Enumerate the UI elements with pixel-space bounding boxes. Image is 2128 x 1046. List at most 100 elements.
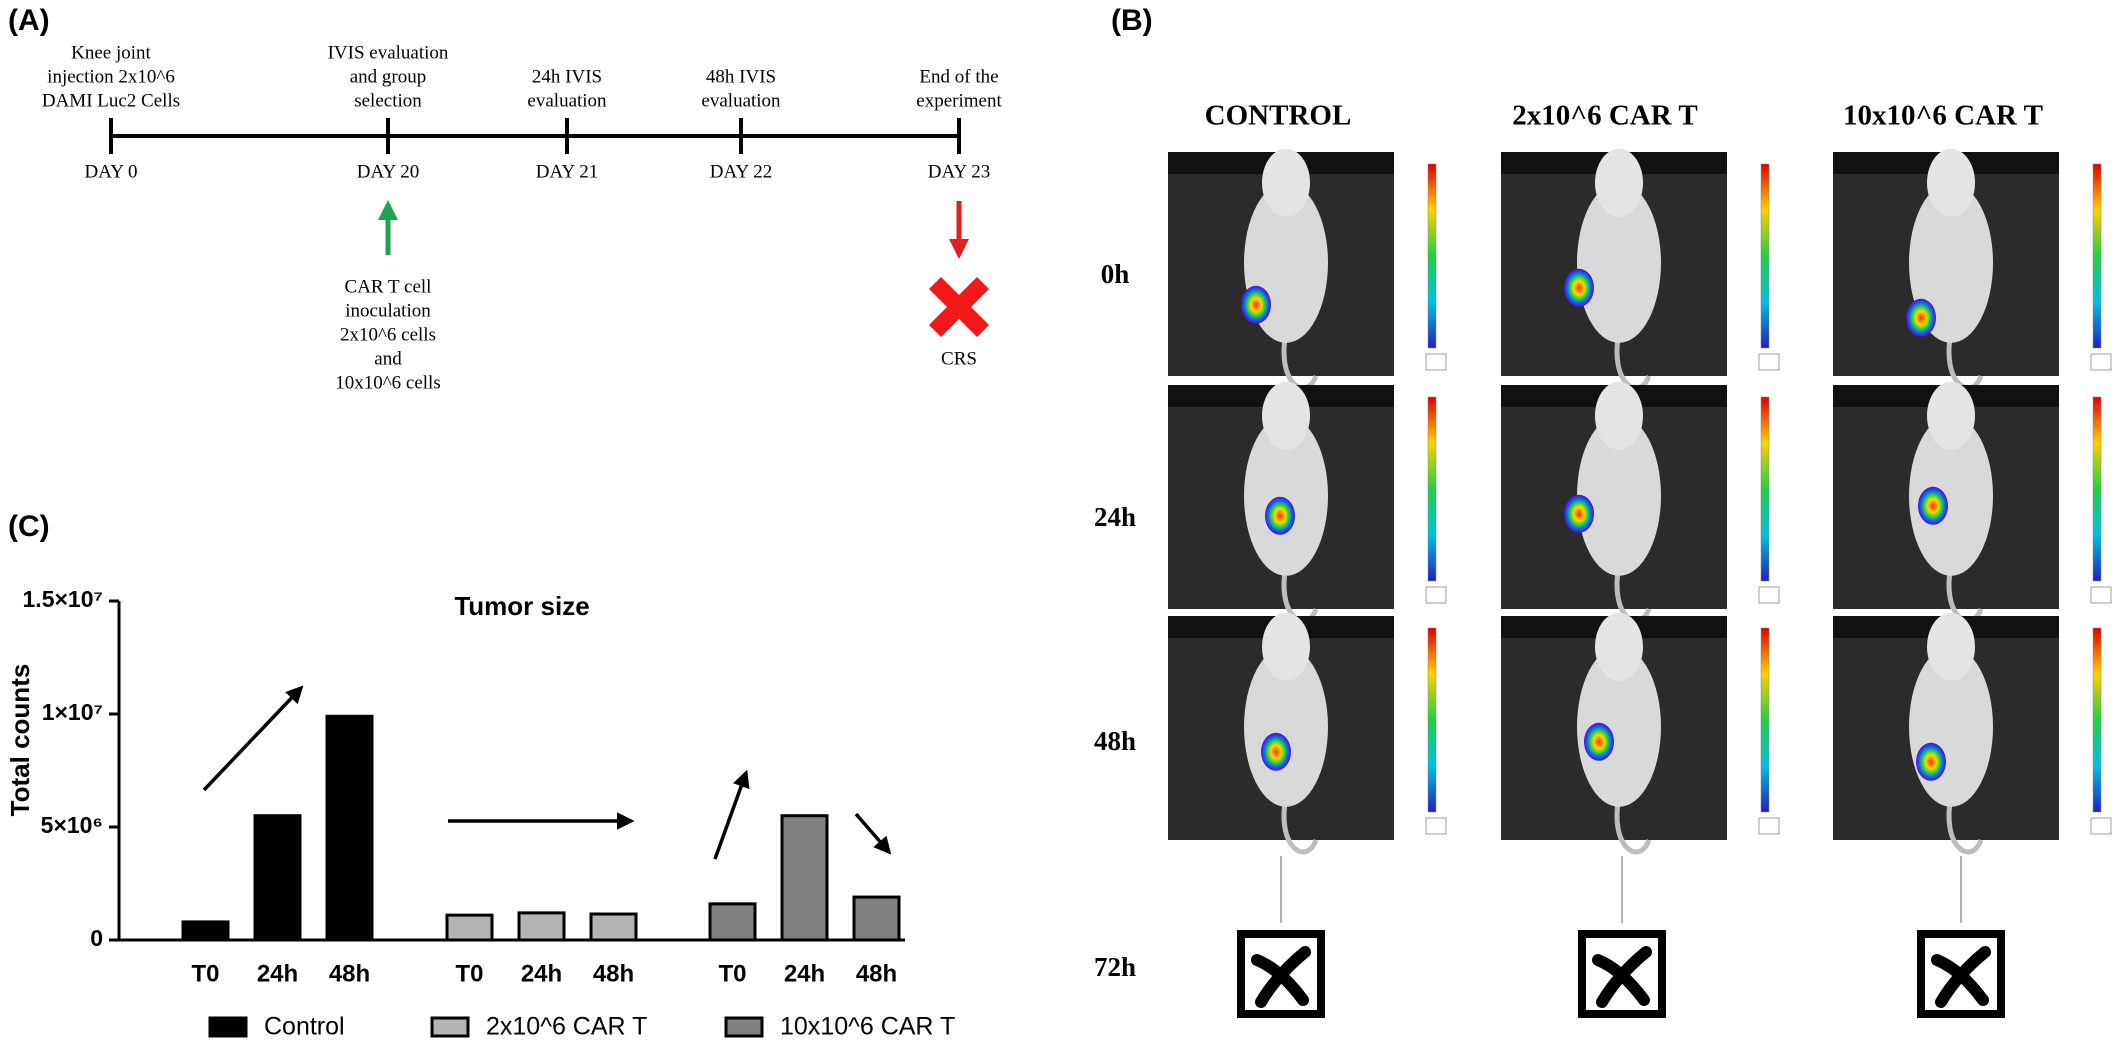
- luminescence: [1584, 722, 1614, 761]
- y-tick-label: 1.5×10⁷: [23, 586, 103, 612]
- event-label: selection: [354, 90, 422, 111]
- death-cross: [1251, 946, 1311, 1008]
- x-tick-label: T0: [455, 960, 483, 987]
- luminescence: [1564, 494, 1594, 533]
- day-label: DAY 22: [710, 161, 772, 182]
- mouse-head: [1595, 148, 1643, 217]
- ivis-image: [1833, 148, 2112, 391]
- legend-swatch: [430, 1016, 470, 1038]
- color-scale: [1760, 163, 1770, 349]
- inoculation-label: 10x10^6 cells: [335, 372, 440, 393]
- mouse-tail: [1946, 332, 1984, 391]
- day-label: DAY 0: [85, 161, 138, 182]
- mouse-head: [1262, 148, 1310, 217]
- bar: [445, 913, 494, 942]
- color-scale: [1427, 627, 1437, 813]
- scale-box: [1758, 353, 1780, 371]
- bar: [517, 911, 566, 942]
- x-tick-label: 48h: [856, 960, 897, 987]
- scale-box: [1425, 353, 1447, 371]
- column-header: 2x10^6 CAR T: [1512, 100, 1698, 132]
- scale-box: [1758, 586, 1780, 604]
- column-header: CONTROL: [1205, 100, 1352, 132]
- y-tick-label: 0: [90, 925, 103, 951]
- event-label: and group: [350, 66, 427, 87]
- color-scale: [1427, 396, 1437, 582]
- legend-swatch: [208, 1016, 248, 1038]
- row-label: 72h: [1094, 952, 1136, 982]
- color-scale: [2092, 396, 2102, 582]
- x-tick-label: 24h: [521, 960, 562, 987]
- y-tick-label: 1×10⁷: [42, 699, 103, 725]
- y-tick-label: 5×10⁶: [41, 812, 103, 838]
- x-tick-label: 48h: [329, 960, 370, 987]
- scale-box: [1425, 817, 1447, 835]
- mouse-body: [1909, 415, 1993, 576]
- panel-label: (C): [8, 510, 50, 543]
- ivis-image: [1501, 381, 1780, 624]
- event-label: End of the: [919, 66, 998, 87]
- mouse-head: [1927, 148, 1975, 217]
- luminescence: [1916, 742, 1946, 781]
- scale-box: [2090, 586, 2112, 604]
- inoculation-label: 2x10^6 cells: [340, 324, 436, 345]
- bar: [181, 920, 230, 942]
- event-label: experiment: [916, 90, 1002, 111]
- day-label: DAY 20: [357, 161, 419, 182]
- ivis-image: [1833, 381, 2112, 624]
- panel-label: (A): [8, 4, 50, 37]
- x-tick-label: T0: [718, 960, 746, 987]
- x-tick-label: T0: [191, 960, 219, 987]
- bar: [325, 714, 374, 942]
- bar: [589, 912, 638, 942]
- scale-box: [1425, 586, 1447, 604]
- trend-arrows: [202, 685, 892, 860]
- column-header: 10x10^6 CAR T: [1843, 100, 2043, 132]
- luminescence: [1918, 486, 1948, 525]
- chart-title: Tumor size: [454, 591, 589, 621]
- x-tick-label: 48h: [593, 960, 634, 987]
- mouse-head: [1927, 612, 1975, 681]
- legend-label: Control: [264, 1013, 345, 1041]
- scale-box: [2090, 817, 2112, 835]
- luminescence: [1241, 285, 1271, 324]
- ivis-image: [1168, 612, 1447, 855]
- ivis-image: [1168, 381, 1447, 624]
- inoculation-label: inoculation: [345, 300, 431, 321]
- mouse-head: [1262, 612, 1310, 681]
- bar: [253, 814, 302, 942]
- red-cross: [928, 276, 990, 338]
- mouse-tail: [1614, 796, 1652, 855]
- mouse-body: [1244, 415, 1328, 576]
- inoculation-label: and: [374, 348, 402, 369]
- day-label: DAY 23: [928, 161, 990, 182]
- ivis-image: [1168, 148, 1447, 391]
- mouse-body: [1577, 646, 1661, 807]
- mouse-body: [1244, 646, 1328, 807]
- color-scale: [2092, 627, 2102, 813]
- death-cross: [1592, 946, 1652, 1008]
- day-label: DAY 21: [536, 161, 598, 182]
- event-label: IVIS evaluation: [328, 42, 449, 63]
- event-label: Knee joint: [71, 42, 151, 63]
- color-scale: [1760, 627, 1770, 813]
- ivis-image: [1501, 612, 1780, 855]
- bar: [852, 895, 901, 942]
- mouse-tail: [1281, 332, 1319, 391]
- luminescence: [1265, 496, 1295, 535]
- mouse-body: [1577, 182, 1661, 343]
- legend-label: 2x10^6 CAR T: [486, 1013, 647, 1041]
- event-label: injection 2x10^6: [47, 66, 175, 87]
- event-label: DAMI Luc2 Cells: [42, 90, 180, 111]
- mouse-tail: [1281, 796, 1319, 855]
- mouse-tail: [1946, 796, 1984, 855]
- end-note: CRS: [941, 348, 977, 369]
- mouse-head: [1595, 612, 1643, 681]
- color-scale: [1760, 396, 1770, 582]
- y-axis-label: Total counts: [5, 664, 35, 817]
- mouse-body: [1577, 415, 1661, 576]
- ivis-image: [1833, 612, 2112, 855]
- mouse-tail: [1614, 332, 1652, 391]
- luminescence: [1564, 268, 1594, 307]
